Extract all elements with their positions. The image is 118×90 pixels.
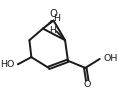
Text: H: H — [49, 26, 56, 35]
Text: OH: OH — [103, 54, 118, 63]
Text: HO: HO — [0, 60, 15, 69]
Text: H: H — [53, 14, 60, 23]
Text: O: O — [83, 80, 90, 89]
Text: O: O — [50, 9, 58, 19]
